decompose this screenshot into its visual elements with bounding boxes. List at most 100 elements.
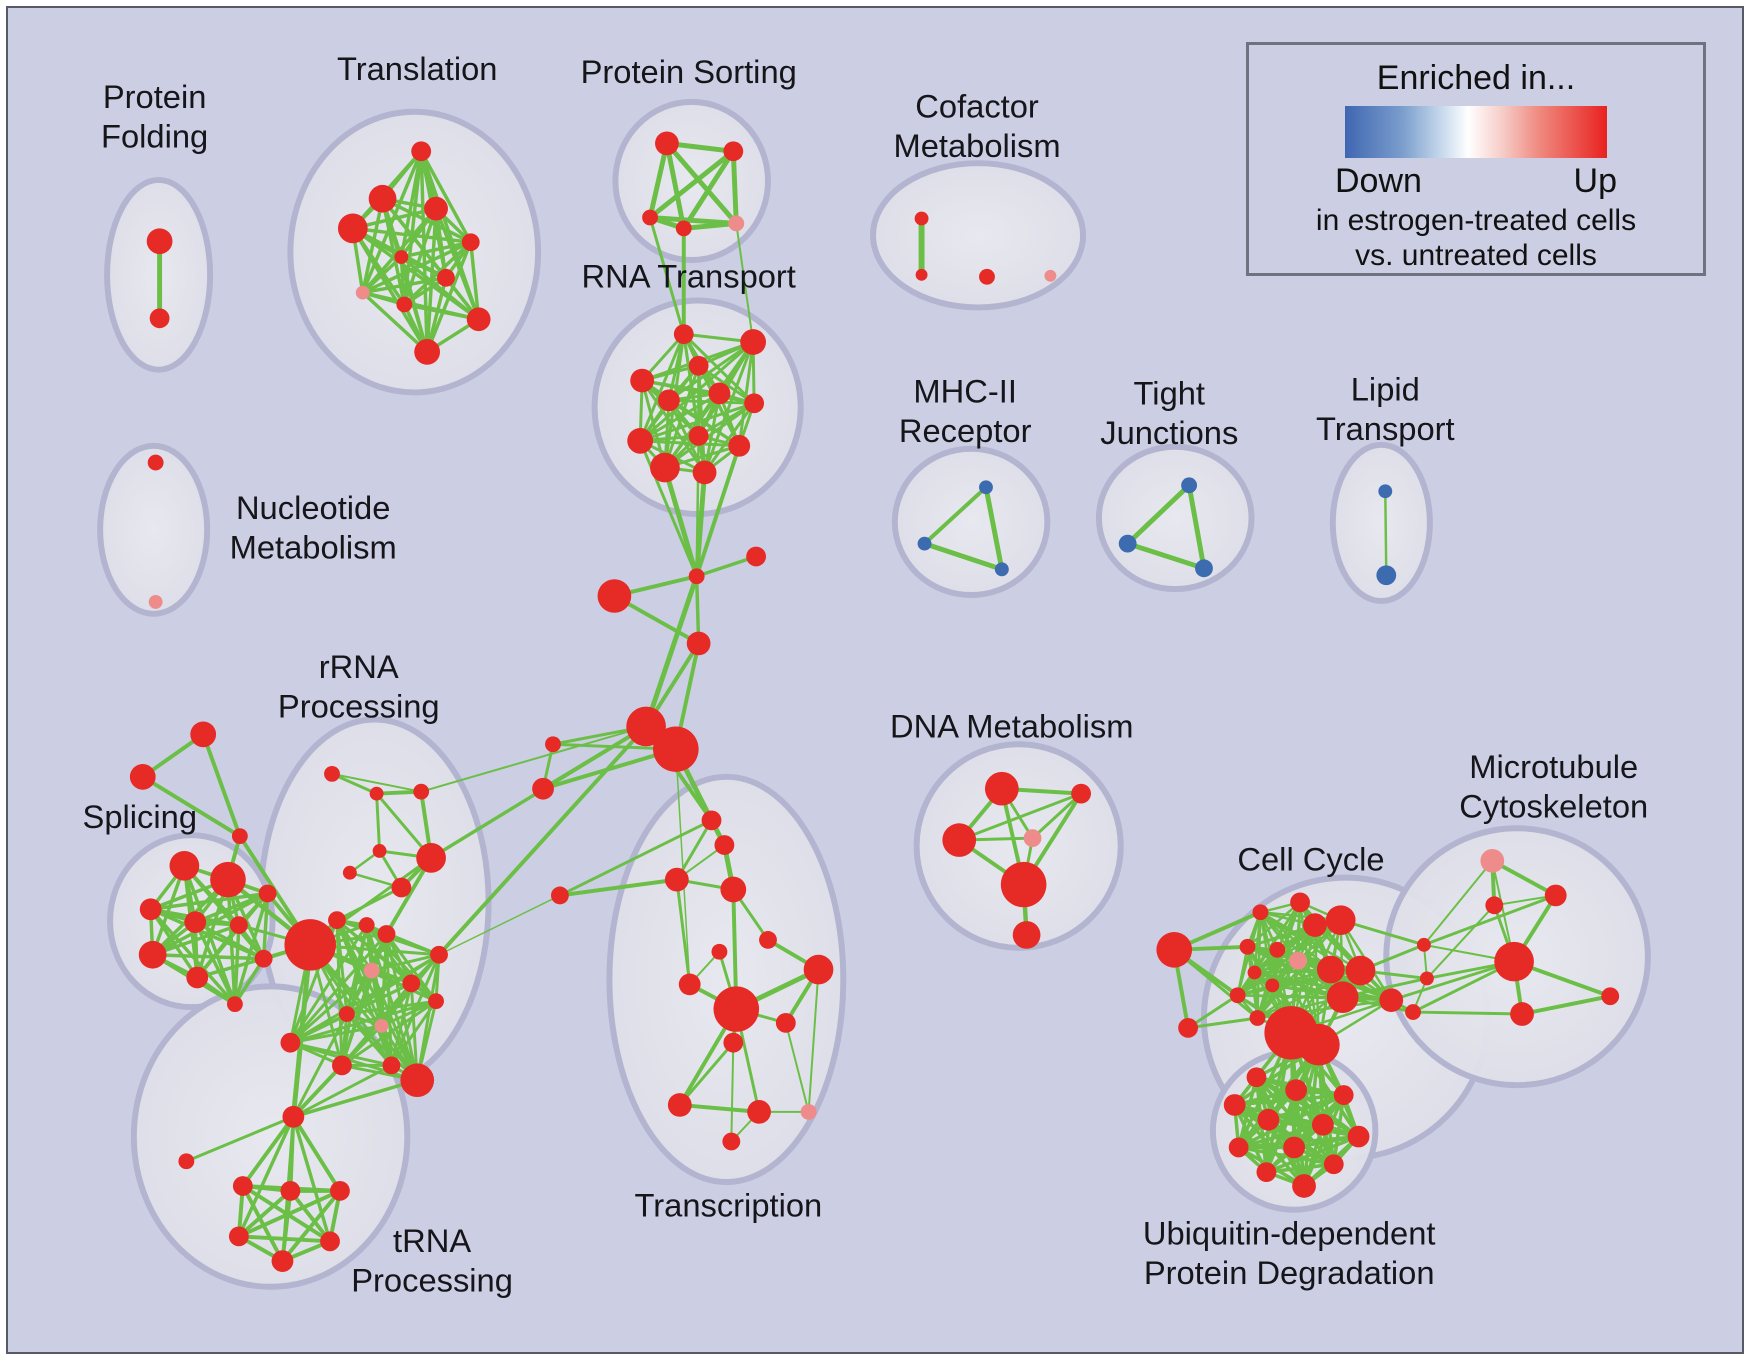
node-mt2[interactable] bbox=[1544, 884, 1567, 907]
node-cc11[interactable] bbox=[1265, 978, 1280, 993]
node-rt5[interactable] bbox=[658, 389, 680, 412]
node-tx12[interactable] bbox=[667, 1093, 692, 1117]
node-cf1[interactable] bbox=[914, 211, 929, 226]
node-ub9[interactable] bbox=[1283, 1136, 1306, 1159]
node-dm2[interactable] bbox=[942, 823, 977, 857]
node-rr10[interactable] bbox=[377, 925, 396, 943]
node-ub6[interactable] bbox=[1311, 1113, 1334, 1136]
node-rt10[interactable] bbox=[728, 434, 751, 457]
node-tn4[interactable] bbox=[228, 1226, 249, 1247]
node-tl5[interactable] bbox=[461, 233, 480, 252]
node-ps5[interactable] bbox=[728, 215, 745, 232]
node-rr20[interactable] bbox=[280, 1032, 301, 1053]
node-cf4[interactable] bbox=[1044, 269, 1057, 282]
node-cc2[interactable] bbox=[1252, 904, 1269, 921]
node-tl9[interactable] bbox=[396, 296, 413, 313]
node-ub1[interactable] bbox=[1246, 1067, 1267, 1088]
node-hub2[interactable] bbox=[653, 726, 699, 772]
node-sa3[interactable] bbox=[231, 828, 248, 845]
node-sp6[interactable] bbox=[138, 940, 167, 969]
node-mt5[interactable] bbox=[1601, 987, 1620, 1006]
node-tj2[interactable] bbox=[1118, 534, 1137, 553]
node-rr7[interactable] bbox=[391, 877, 412, 898]
node-tx11[interactable] bbox=[775, 1013, 796, 1033]
node-ub5[interactable] bbox=[1257, 1108, 1280, 1131]
node-ub10[interactable] bbox=[1323, 1154, 1344, 1175]
node-rt7[interactable] bbox=[744, 393, 765, 414]
node-rr5[interactable] bbox=[342, 865, 357, 880]
node-mh2[interactable] bbox=[917, 536, 932, 551]
node-tl1[interactable] bbox=[411, 141, 432, 162]
node-lt2[interactable] bbox=[1376, 565, 1397, 586]
node-mt3[interactable] bbox=[1485, 896, 1504, 915]
node-cco2[interactable] bbox=[1178, 1017, 1199, 1038]
node-tx2[interactable] bbox=[714, 835, 735, 855]
node-br3[interactable] bbox=[1405, 1004, 1421, 1020]
node-rr11[interactable] bbox=[363, 962, 380, 979]
node-mt4[interactable] bbox=[1494, 941, 1534, 982]
node-tl7[interactable] bbox=[437, 268, 455, 287]
node-cc3[interactable] bbox=[1303, 913, 1327, 937]
node-ps4[interactable] bbox=[675, 220, 692, 237]
node-sp4[interactable] bbox=[184, 911, 207, 933]
node-cc7[interactable] bbox=[1289, 951, 1308, 970]
node-sp5[interactable] bbox=[229, 916, 248, 934]
node-dm4[interactable] bbox=[1023, 829, 1042, 848]
node-ln1[interactable] bbox=[545, 736, 561, 753]
node-ub11[interactable] bbox=[1256, 1162, 1277, 1183]
node-ub7[interactable] bbox=[1347, 1125, 1370, 1148]
node-rr12[interactable] bbox=[402, 974, 421, 993]
node-rt4[interactable] bbox=[688, 355, 709, 376]
node-cc6[interactable] bbox=[1269, 941, 1286, 958]
node-rt3[interactable] bbox=[630, 368, 655, 393]
node-tl8[interactable] bbox=[355, 285, 370, 300]
node-tx5[interactable] bbox=[711, 943, 728, 960]
node-tj3[interactable] bbox=[1195, 559, 1213, 578]
node-sp7[interactable] bbox=[186, 966, 209, 989]
node-j2[interactable] bbox=[746, 546, 767, 567]
node-cc5[interactable] bbox=[1239, 938, 1256, 955]
node-rr3[interactable] bbox=[413, 783, 430, 800]
node-mh3[interactable] bbox=[994, 562, 1009, 577]
node-rr6[interactable] bbox=[416, 843, 446, 873]
node-rt6[interactable] bbox=[708, 382, 731, 405]
node-br2[interactable] bbox=[1419, 971, 1434, 986]
node-sa2[interactable] bbox=[129, 764, 156, 790]
node-rr18[interactable] bbox=[400, 1063, 435, 1098]
node-lo1[interactable] bbox=[550, 886, 569, 905]
node-tl2[interactable] bbox=[368, 184, 397, 213]
node-hub1[interactable] bbox=[626, 706, 666, 747]
node-tj1[interactable] bbox=[1181, 477, 1198, 494]
node-j3[interactable] bbox=[597, 579, 632, 613]
node-tl11[interactable] bbox=[414, 339, 441, 365]
node-tn2[interactable] bbox=[280, 1181, 301, 1201]
node-cf3[interactable] bbox=[979, 268, 995, 285]
node-cc1[interactable] bbox=[1290, 892, 1310, 913]
node-ub3[interactable] bbox=[1333, 1085, 1354, 1105]
node-tn6[interactable] bbox=[271, 1250, 294, 1272]
node-tx3[interactable] bbox=[664, 867, 689, 892]
node-mh1[interactable] bbox=[979, 480, 993, 495]
node-tx14[interactable] bbox=[800, 1103, 817, 1120]
node-dm5[interactable] bbox=[1000, 861, 1047, 908]
node-tx7[interactable] bbox=[678, 973, 701, 996]
node-rr15[interactable] bbox=[428, 993, 444, 1010]
node-sp2[interactable] bbox=[210, 861, 246, 898]
node-rr16[interactable] bbox=[430, 945, 448, 964]
node-tnh[interactable] bbox=[282, 1105, 305, 1128]
node-tx13[interactable] bbox=[747, 1100, 771, 1124]
node-tx8[interactable] bbox=[803, 954, 834, 985]
node-tx4[interactable] bbox=[720, 876, 747, 903]
node-ub2[interactable] bbox=[1285, 1079, 1308, 1101]
node-sp8[interactable] bbox=[226, 996, 243, 1013]
node-rr1[interactable] bbox=[324, 765, 340, 782]
node-rr14[interactable] bbox=[374, 1018, 389, 1033]
node-cc8[interactable] bbox=[1316, 955, 1345, 984]
node-sp10[interactable] bbox=[254, 949, 273, 968]
node-tl4[interactable] bbox=[337, 213, 368, 244]
node-dm6[interactable] bbox=[1012, 921, 1041, 949]
node-rr2[interactable] bbox=[369, 786, 384, 801]
node-sp9[interactable] bbox=[258, 884, 277, 903]
node-rt9[interactable] bbox=[627, 428, 654, 454]
node-pf1[interactable] bbox=[146, 228, 173, 255]
